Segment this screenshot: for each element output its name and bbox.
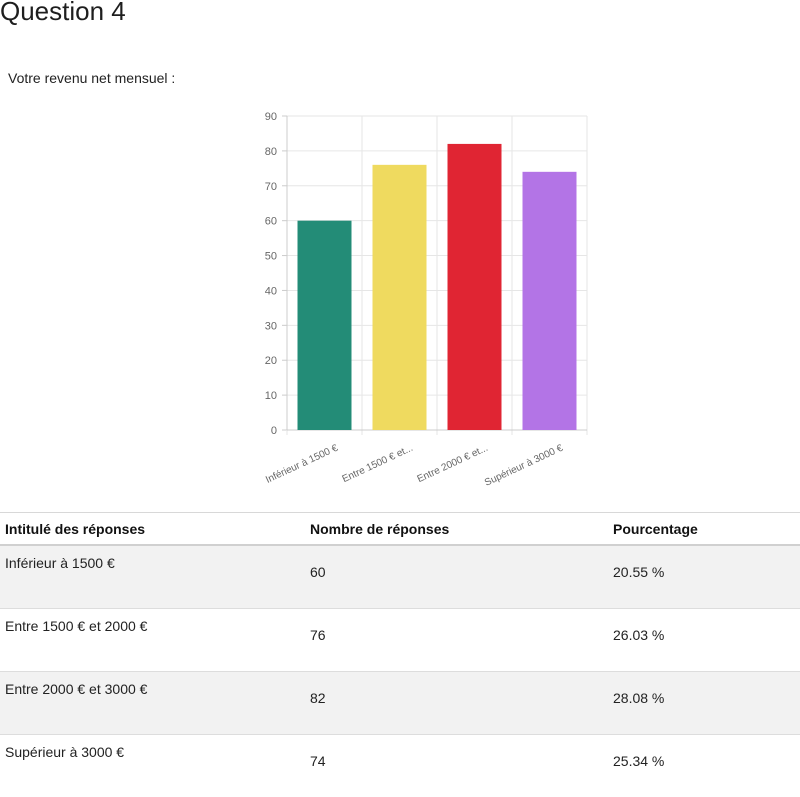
y-tick-label: 10 [265, 390, 277, 402]
row-label: Entre 2000 € et 3000 € [0, 672, 305, 735]
table-row: Inférieur à 1500 € 60 20.55 % [0, 545, 800, 609]
y-tick-label: 20 [265, 355, 277, 367]
table-header-row: Intitulé des réponses Nombre de réponses… [0, 513, 800, 546]
x-tick-label: Inférieur à 1500 € [264, 443, 340, 486]
bar [523, 172, 577, 430]
x-tick-label: Entre 2000 € et... [416, 443, 490, 485]
row-percent: 20.55 % [608, 545, 800, 609]
header-count: Nombre de réponses [305, 513, 608, 546]
row-count: 76 [305, 609, 608, 672]
x-tick-label: Supérieur à 3000 € [483, 443, 565, 489]
y-tick-label: 70 [265, 181, 277, 193]
y-tick-label: 40 [265, 285, 277, 297]
y-tick-label: 0 [271, 425, 277, 437]
x-tick-label: Entre 1500 € et... [341, 443, 415, 485]
y-tick-label: 30 [265, 320, 277, 332]
row-label: Entre 1500 € et 2000 € [0, 609, 305, 672]
row-label: Inférieur à 1500 € [0, 545, 305, 609]
header-label: Intitulé des réponses [0, 513, 305, 546]
row-count: 82 [305, 672, 608, 735]
table-row: Supérieur à 3000 € 74 25.34 % [0, 735, 800, 797]
row-count: 60 [305, 545, 608, 609]
y-tick-label: 60 [265, 216, 277, 228]
bar [298, 221, 352, 430]
header-percent: Pourcentage [608, 513, 800, 546]
results-table: Intitulé des réponses Nombre de réponses… [0, 512, 800, 797]
y-tick-label: 90 [265, 111, 277, 123]
row-percent: 28.08 % [608, 672, 800, 735]
row-label: Supérieur à 3000 € [0, 735, 305, 797]
row-percent: 25.34 % [608, 735, 800, 797]
row-percent: 26.03 % [608, 609, 800, 672]
bar [448, 144, 502, 430]
y-tick-label: 80 [265, 146, 277, 158]
y-tick-label: 50 [265, 251, 277, 263]
table-row: Entre 2000 € et 3000 € 82 28.08 % [0, 672, 800, 735]
row-count: 74 [305, 735, 608, 797]
bar [373, 165, 427, 430]
table-row: Entre 1500 € et 2000 € 76 26.03 % [0, 609, 800, 672]
